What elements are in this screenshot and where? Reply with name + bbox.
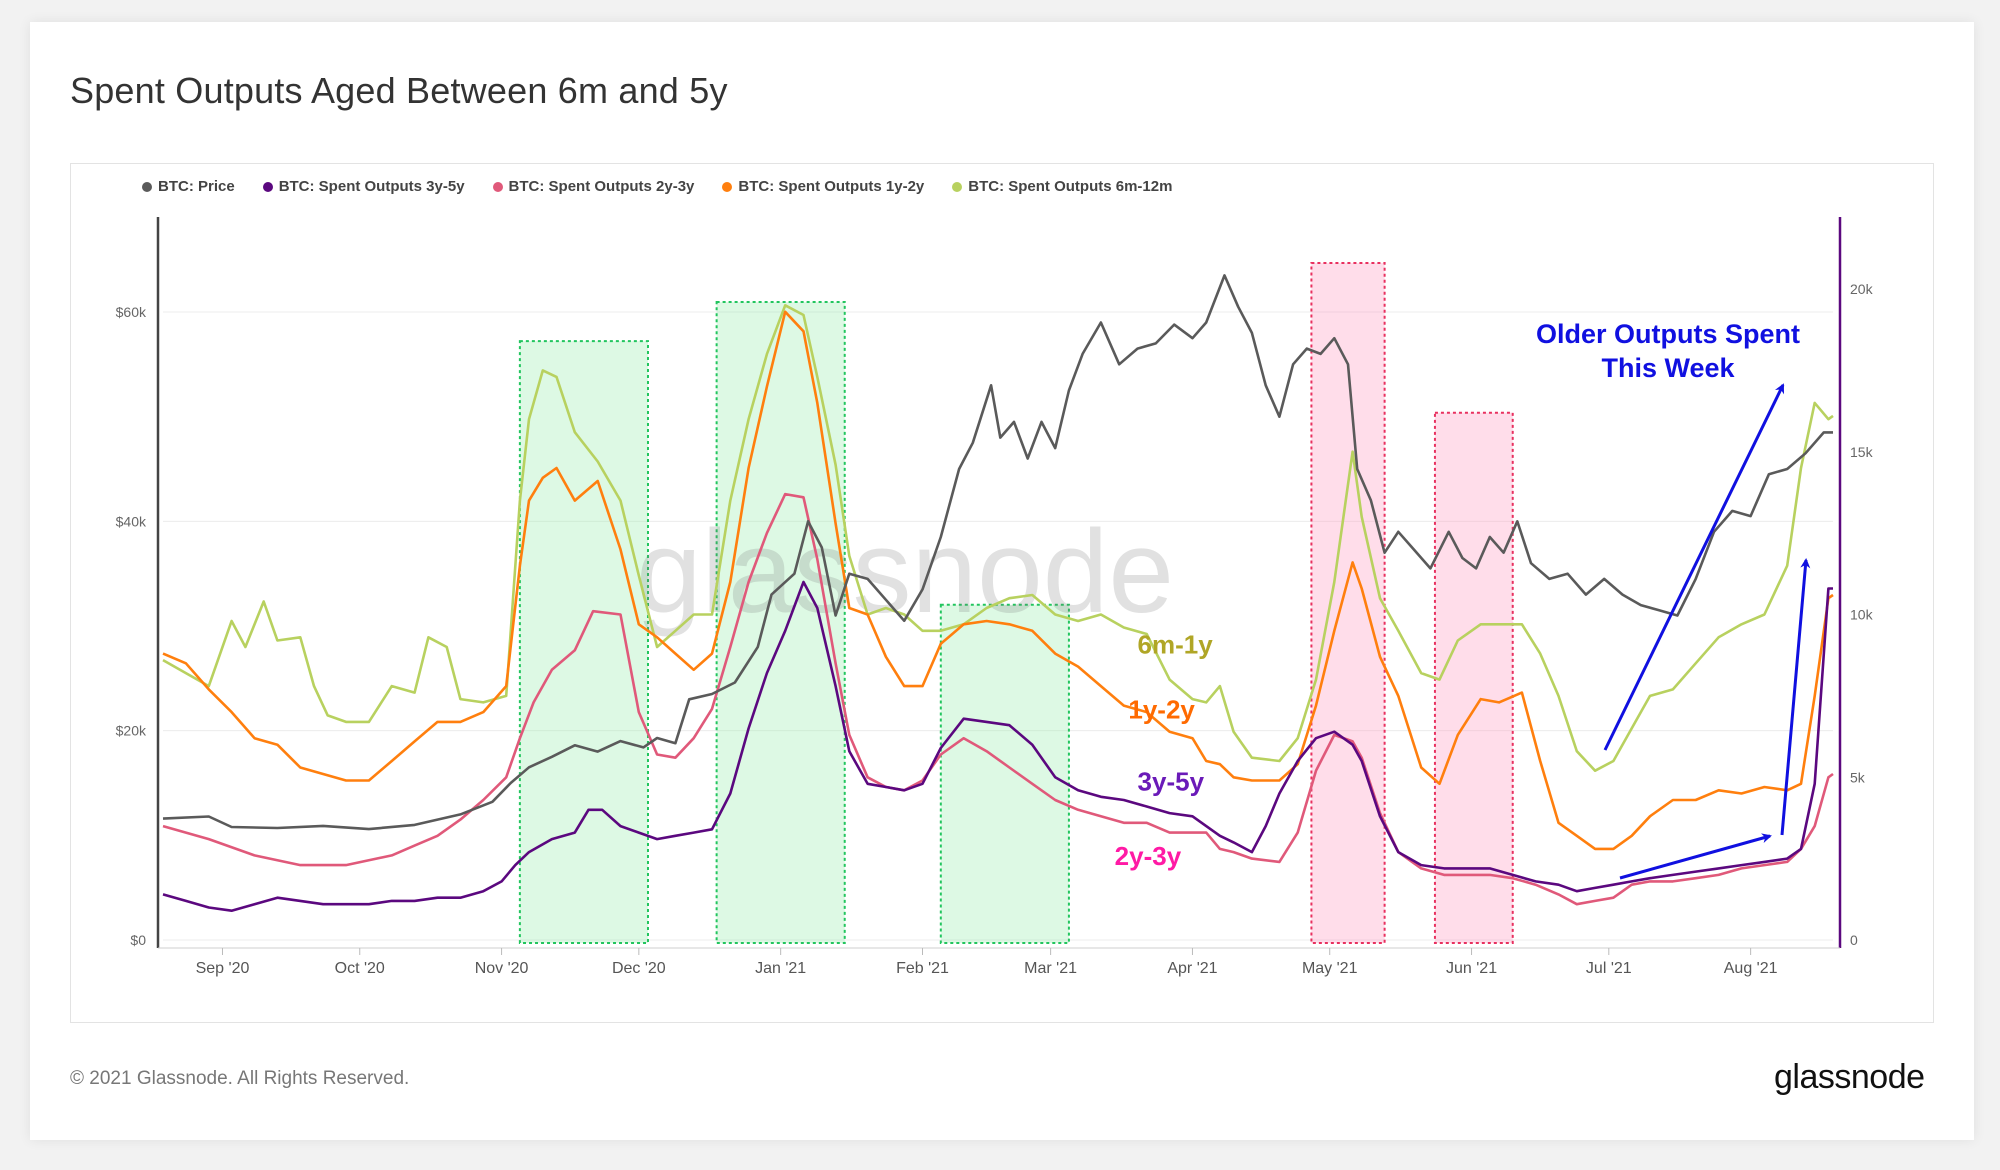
x-tick-label: Nov '20 (475, 960, 529, 977)
x-tick-label: Jan '21 (755, 960, 806, 977)
legend-dot (952, 181, 963, 192)
x-tick-label: Sep '20 (196, 960, 250, 977)
legend-label: BTC: Price (158, 178, 235, 195)
highlight-box-green (939, 603, 1070, 944)
y-right-tick-label: 20k (1850, 281, 1874, 297)
x-tick-label: Feb '21 (896, 960, 949, 977)
callout-arrow (1780, 558, 1811, 836)
y-right-tick-label: 5k (1850, 769, 1866, 785)
legend-item-3y-5y[interactable]: BTC: Spent Outputs 3y-5y (262, 178, 465, 195)
x-tick-label: May '21 (1302, 960, 1358, 977)
y-left-tick-label: $20k (116, 723, 147, 739)
y-left-tick-label: $0 (130, 932, 146, 948)
callout-text: Older Outputs Spent (1536, 319, 1800, 349)
callout-arrow (1619, 833, 1772, 880)
highlight-box-pink (1433, 411, 1514, 944)
x-tick-label: Aug '21 (1724, 960, 1778, 977)
series-line-btc-spent-outputs-1y-2y (162, 310, 1834, 851)
series-line-btc-price (162, 274, 1833, 831)
highlight-box-green (518, 340, 649, 944)
legend-label: BTC: Spent Outputs 3y-5y (278, 178, 465, 195)
copyright-footer: © 2021 Glassnode. All Rights Reserved. (70, 1068, 410, 1089)
y-left-tick-label: $60k (116, 304, 147, 320)
legend-dot (492, 181, 503, 192)
series-annotation: 2y-3y (1115, 841, 1182, 871)
y-right-tick-label: 15k (1850, 444, 1874, 460)
callout-text: This Week (1601, 353, 1735, 383)
series-line-btc-spent-outputs-6m-12m (162, 304, 1834, 772)
series-line-btc-spent-outputs-2y-3y (162, 492, 1834, 906)
legend-item-price[interactable]: BTC: Price (142, 178, 235, 195)
legend-dot (262, 181, 273, 192)
x-tick-label: Jul '21 (1586, 960, 1632, 977)
series-annotation: 1y-2y (1128, 695, 1195, 725)
legend-label: BTC: Spent Outputs 2y-3y (508, 178, 695, 195)
y-right-tick-label: 10k (1850, 607, 1874, 623)
x-tick-label: Jun '21 (1446, 960, 1497, 977)
x-tick-label: Mar '21 (1024, 960, 1077, 977)
callout-arrow (1603, 383, 1785, 751)
x-tick-label: Oct '20 (335, 960, 385, 977)
series-line-btc-spent-outputs-3y-5y (162, 580, 1833, 912)
legend-dot (142, 181, 152, 192)
y-right-tick-label: 0 (1850, 932, 1858, 948)
legend-label: BTC: Spent Outputs 6m-12m (968, 178, 1173, 195)
series-annotation: 6m-1y (1138, 630, 1214, 660)
y-left-tick-label: $40k (116, 513, 147, 529)
brand-logo: glassnode (1774, 1058, 1925, 1096)
legend: BTC: Price BTC: Spent Outputs 3y-5y BTC:… (142, 178, 1172, 195)
x-tick-label: Dec '20 (612, 960, 666, 977)
legend-item-6m-12m[interactable]: BTC: Spent Outputs 6m-12m (952, 178, 1172, 195)
legend-label: BTC: Spent Outputs 1y-2y (738, 178, 925, 195)
legend-dot (722, 181, 733, 192)
chart-frame (70, 163, 1934, 1023)
legend-item-1y-2y[interactable]: BTC: Spent Outputs 1y-2y (722, 178, 924, 195)
series-annotation: 3y-5y (1138, 766, 1205, 796)
x-tick-label: Apr '21 (1167, 960, 1217, 977)
page-title: Spent Outputs Aged Between 6m and 5y (70, 70, 728, 111)
legend-item-2y-3y[interactable]: BTC: Spent Outputs 2y-3y (492, 178, 695, 195)
